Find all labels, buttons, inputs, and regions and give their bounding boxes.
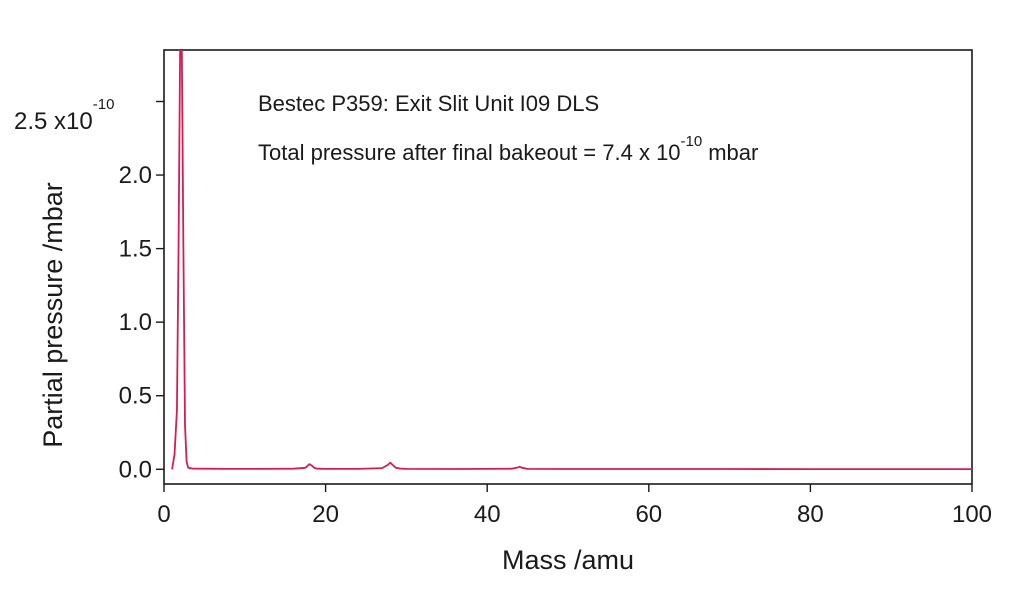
y-tick-label-3: 1.5 [119,236,152,263]
y-axis: 0.0 0.5 1.0 1.5 2.0 [119,100,164,483]
annotation-line-2: Total pressure after final bakeout = 7.4… [258,133,758,165]
y-scale-label: 2.5 x10-10 [14,96,114,135]
series-line-0 [171,50,972,471]
x-axis-title: Mass /amu [502,545,634,575]
x-axis: 0 20 40 60 80 100 [157,484,992,528]
x-tick-label-4: 80 [797,501,824,528]
x-tick-label-0: 0 [157,501,170,528]
x-tick-label-3: 60 [635,501,662,528]
y-scale-exponent: -10 [93,96,115,113]
annotation-line-2-suffix: mbar [708,140,758,165]
y-tick-label-0: 0.0 [119,456,152,483]
x-tick-label-2: 40 [474,501,501,528]
annotation-line-2-prefix: Total pressure after final bakeout = 7.4… [258,140,681,165]
y-tick-label-1: 0.5 [119,383,152,410]
y-tick-label-2: 1.0 [119,309,152,336]
series-layer [171,50,972,471]
y-scale-mantissa: 2.5 x10 [14,108,93,135]
x-tick-label-1: 20 [312,501,339,528]
annotation-line-1: Bestec P359: Exit Slit Unit I09 DLS [258,91,599,116]
y-axis-title: Partial pressure /mbar [38,182,68,448]
annotation-line-2-exponent: -10 [681,133,703,150]
x-tick-label-5: 100 [952,501,992,528]
plot-frame [163,49,973,485]
y-tick-label-4: 2.0 [119,162,152,189]
